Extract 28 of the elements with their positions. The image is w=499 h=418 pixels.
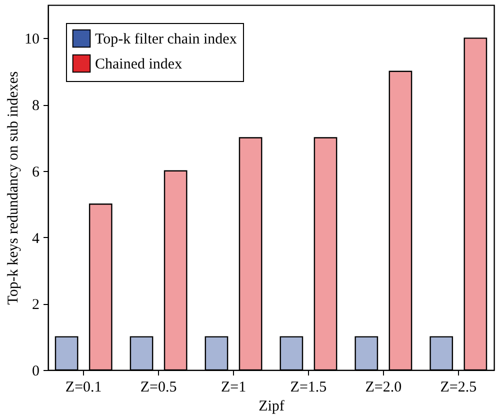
legend-label: Top-k filter chain index	[95, 32, 238, 48]
y-tick-label: 0	[32, 364, 40, 380]
bar	[88, 203, 112, 371]
x-tick-label: Z=2.5	[440, 380, 477, 396]
bar	[54, 336, 78, 371]
x-tick-label: Z=0.5	[140, 380, 177, 396]
bar	[204, 336, 228, 371]
x-axis-title: Zipf	[258, 398, 284, 414]
bar	[238, 137, 262, 371]
bar	[280, 336, 304, 371]
bar	[354, 336, 378, 371]
bar	[314, 137, 338, 371]
x-tick-label: Z=2.0	[365, 380, 402, 396]
y-tick-label: 4	[32, 230, 40, 247]
x-tick-label: Z=0.1	[65, 380, 102, 396]
y-tick-label: 6	[32, 164, 40, 180]
y-tick-label: 10	[24, 32, 40, 48]
bar	[164, 170, 188, 371]
x-tick-label: Z=1	[220, 380, 246, 396]
bar	[388, 70, 412, 371]
bar	[464, 38, 488, 371]
legend-label: Chained index	[95, 56, 183, 72]
y-axis-title: Top-k keys redundancy on sub indexes	[6, 71, 22, 305]
x-tick-label: Z=1.5	[290, 380, 327, 396]
y-tick-label: 2	[32, 297, 40, 314]
y-tick-label: 8	[32, 98, 40, 114]
bar	[130, 336, 154, 371]
bar	[430, 336, 454, 371]
